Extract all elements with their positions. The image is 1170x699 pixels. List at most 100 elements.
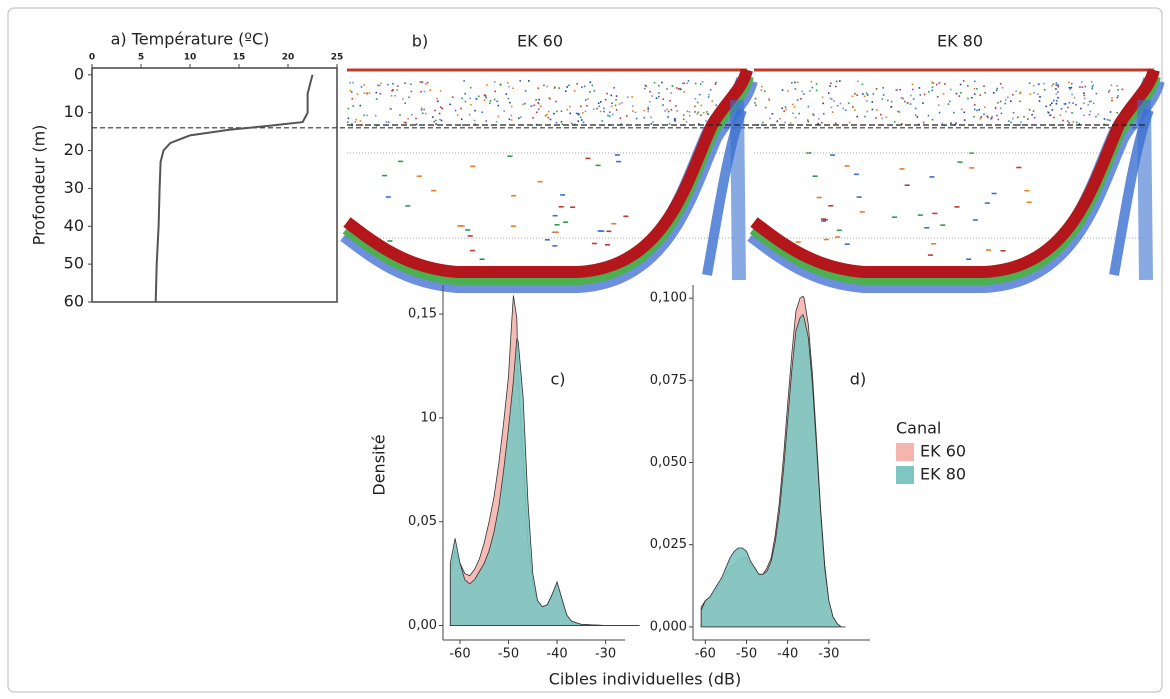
echo-dot [387,121,390,123]
echo-dot [495,120,498,123]
y-tick-label: 0,00 [408,618,437,633]
echo-dot [979,117,982,120]
fish-echo [479,258,485,260]
echo-dot [667,115,670,118]
echo-dot [566,108,569,111]
echo-dot [1056,100,1058,102]
echo-dot [478,95,480,98]
echo-dot [1078,123,1081,125]
echo-dot [366,92,368,94]
echo-dot [823,113,825,115]
echo-dot [973,93,976,95]
echo-dot [810,80,813,83]
echo-dot [415,117,417,120]
fish-echo [966,258,972,260]
echo-dot [931,118,934,121]
panel-annotation: c) [550,370,565,389]
echo-dot [655,97,658,99]
echo-dot [1051,102,1053,104]
fish-echo [595,164,601,167]
fish-echo [552,214,558,217]
fish-echo [984,202,990,204]
echo-dot [831,111,834,113]
echo-dot [439,118,441,121]
echo-dot [577,113,579,115]
fish-echo [856,196,862,198]
echo-dot [794,116,797,119]
echo-dot [670,109,673,111]
echo-dot [911,83,914,86]
echo-dot [583,85,586,88]
echo-dot [900,97,903,99]
echo-dot [711,100,713,102]
echo-dot [760,85,763,88]
echo-dot [555,100,557,103]
echo-dot [351,97,354,100]
echo-dot [983,85,985,87]
echo-dot [811,86,814,89]
echo-dot [986,115,988,117]
echo-dot [864,115,866,118]
echo-dot [601,120,604,122]
echo-dot [415,123,418,126]
echo-dot [429,89,431,91]
echo-dot [374,114,377,117]
y-axis-label: Densité [370,434,389,495]
echo-dot [553,112,555,115]
echo-dot [485,120,487,122]
echo-dot [518,117,520,120]
echo-dot [815,83,818,85]
echo-dot [941,122,944,125]
echo-dot [779,117,781,120]
echo-dot [974,104,976,106]
echo-dot [1020,121,1022,123]
echo-dot [1028,108,1031,111]
echo-dot [351,122,353,125]
echo-dot [784,106,787,108]
echo-dot [540,105,542,107]
fish-echo [553,231,559,233]
echo-dot [707,113,709,115]
echo-dot [907,101,909,104]
echo-dot [1073,96,1076,99]
echo-dot [897,110,899,113]
echo-dot [546,113,548,116]
echo-dot [697,111,700,114]
plot-frame [91,67,338,303]
echo-dot [522,103,524,106]
echo-dot [831,98,833,100]
echo-dot [598,105,601,108]
echo-dot [922,121,925,124]
echo-dot [596,107,598,110]
echo-dot [1038,83,1041,85]
echo-dot [984,91,986,94]
echo-dot [1010,121,1012,124]
echo-dot [635,117,638,120]
echo-dot [451,96,454,98]
echo-dot [408,96,410,99]
echo-dot [434,109,436,112]
echo-dot [768,98,770,100]
echo-dot [708,93,710,96]
echo-dot [533,104,536,107]
echo-dot [991,115,993,118]
echo-dot [481,111,483,114]
echo-dot [619,117,622,119]
fish-echo [835,236,840,238]
echo-dot [613,87,615,89]
echo-dot [996,87,998,90]
echo-dot [809,90,811,92]
echo-dot [1064,103,1067,105]
echo-dot [667,116,669,119]
echo-dot [781,89,784,91]
echo-dot [464,100,467,103]
echo-dot [1012,93,1014,96]
echo-dot [435,119,437,122]
echo-dot [856,94,858,96]
echo-dot [1053,116,1055,119]
echo-dot [997,118,1000,121]
echo-dot [754,102,756,104]
echo-dot [948,100,951,103]
echo-dot [715,104,718,106]
